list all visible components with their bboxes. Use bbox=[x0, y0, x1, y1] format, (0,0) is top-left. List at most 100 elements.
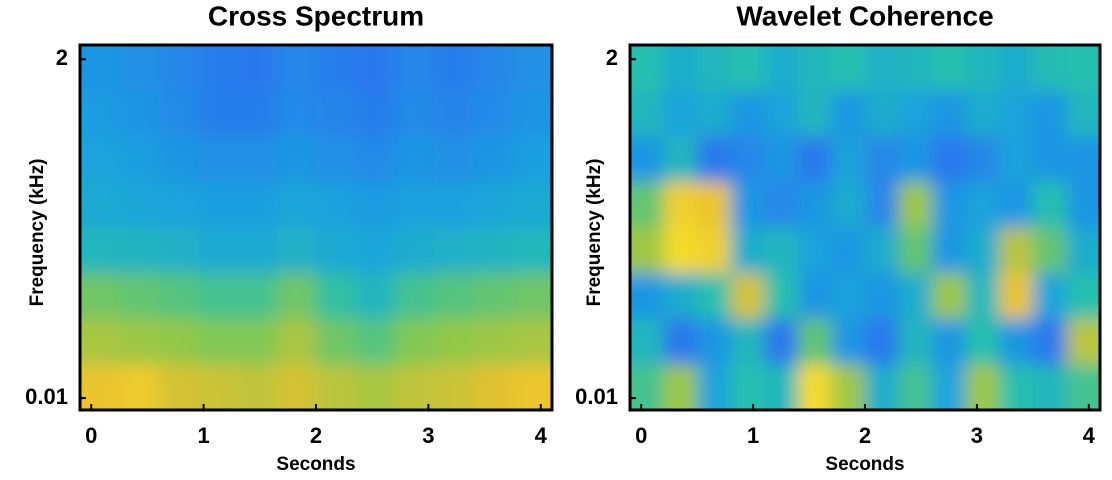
x-axis-label: Seconds bbox=[825, 454, 904, 475]
heatmap-cell bbox=[355, 227, 396, 275]
heatmap-cell bbox=[999, 273, 1034, 320]
y-axis-label: Frequency (kHz) bbox=[584, 159, 605, 307]
heatmap-cell bbox=[1032, 45, 1068, 92]
heatmap-cell bbox=[730, 364, 766, 410]
heatmap-cell bbox=[764, 227, 799, 275]
heatmap-cell bbox=[80, 318, 121, 366]
heatmap-cell bbox=[237, 45, 278, 92]
heatmap-cell bbox=[730, 136, 766, 183]
heatmap-cell bbox=[198, 273, 239, 320]
heatmap-cell bbox=[697, 90, 732, 138]
heatmap-cell bbox=[119, 273, 160, 320]
heatmap-cell bbox=[355, 273, 396, 320]
x-tick-label: 0 bbox=[85, 423, 97, 448]
heatmap-cell bbox=[119, 364, 160, 410]
heatmap-cell bbox=[663, 273, 699, 320]
heatmap-cell bbox=[198, 318, 239, 366]
heatmap-cell bbox=[158, 318, 199, 366]
heatmap-cell bbox=[797, 136, 833, 183]
heatmap-cell bbox=[119, 318, 160, 366]
heatmap-cell bbox=[965, 136, 1001, 183]
heatmap-cell bbox=[764, 364, 799, 410]
heatmap-cell bbox=[932, 90, 967, 138]
heatmap-cell bbox=[1032, 273, 1068, 320]
y-tick-label: 2 bbox=[606, 45, 618, 70]
heatmap-cell bbox=[898, 364, 934, 410]
heatmap-cell bbox=[198, 90, 239, 138]
heatmap-cell bbox=[434, 364, 475, 410]
heatmap-cell bbox=[316, 136, 357, 183]
heatmap-cell bbox=[865, 136, 900, 183]
heatmap-cell bbox=[831, 181, 866, 229]
heatmap-cell bbox=[965, 318, 1001, 366]
heatmap-cell bbox=[1066, 181, 1100, 229]
heatmap-cell bbox=[797, 273, 833, 320]
heatmap-cell bbox=[831, 318, 866, 366]
heatmap-cell bbox=[999, 90, 1034, 138]
heatmap-cell bbox=[276, 181, 317, 229]
heatmap-cell bbox=[276, 90, 317, 138]
heatmap-cell bbox=[764, 90, 799, 138]
heatmap-cell bbox=[316, 227, 357, 275]
heatmap-cell bbox=[932, 318, 967, 366]
heatmap-cell bbox=[932, 227, 967, 275]
y-tick-label: 0.01 bbox=[25, 384, 68, 409]
heatmap-cell bbox=[865, 45, 900, 92]
heatmap-cell bbox=[630, 45, 665, 92]
heatmap-cell bbox=[797, 227, 833, 275]
heatmap-cell bbox=[158, 364, 199, 410]
heatmap-cell bbox=[158, 227, 199, 275]
heatmap-cell bbox=[158, 273, 199, 320]
heatmap-cell bbox=[898, 45, 934, 92]
heatmap-cell bbox=[831, 136, 866, 183]
heatmap-cell bbox=[434, 318, 475, 366]
x-tick-label: 4 bbox=[535, 423, 548, 448]
heatmap-cell bbox=[999, 45, 1034, 92]
heatmap-cell bbox=[697, 45, 732, 92]
heatmap-cell bbox=[512, 90, 552, 138]
heatmap-cell bbox=[473, 318, 514, 366]
heatmap-cell bbox=[237, 364, 278, 410]
heatmap-cell bbox=[198, 136, 239, 183]
heatmap-cell bbox=[512, 181, 552, 229]
heatmap-cell bbox=[158, 181, 199, 229]
heatmap-cell bbox=[730, 227, 766, 275]
heatmap-cell bbox=[697, 181, 732, 229]
heatmap-cell bbox=[276, 45, 317, 92]
x-tick-label: 2 bbox=[859, 423, 871, 448]
heatmap-cell bbox=[999, 364, 1034, 410]
heatmap-cell bbox=[473, 364, 514, 410]
heatmap-cell bbox=[932, 45, 967, 92]
heatmap-cell bbox=[999, 136, 1034, 183]
heatmap-cell bbox=[630, 136, 665, 183]
heatmap-cell bbox=[512, 364, 552, 410]
x-tick-label: 1 bbox=[197, 423, 209, 448]
heatmap-cell bbox=[630, 273, 665, 320]
heatmap-cell bbox=[764, 136, 799, 183]
heatmap-cell bbox=[276, 318, 317, 366]
heatmap-cell bbox=[119, 227, 160, 275]
heatmap-cell bbox=[932, 181, 967, 229]
heatmap-cell bbox=[630, 90, 665, 138]
heatmap-cell bbox=[898, 318, 934, 366]
heatmap-cell bbox=[276, 136, 317, 183]
heatmap-cell bbox=[965, 273, 1001, 320]
heatmap-cell bbox=[663, 364, 699, 410]
heatmap-cell bbox=[473, 273, 514, 320]
heatmap-cell bbox=[1066, 318, 1100, 366]
heatmap-cell bbox=[394, 364, 435, 410]
heatmap-cell bbox=[898, 227, 934, 275]
x-tick-label: 2 bbox=[310, 423, 322, 448]
heatmap-cell bbox=[394, 181, 435, 229]
heatmap-cell bbox=[630, 181, 665, 229]
heatmap-cell bbox=[394, 136, 435, 183]
heatmap-cell bbox=[730, 318, 766, 366]
heatmap-cell bbox=[198, 45, 239, 92]
heatmap-cell bbox=[158, 45, 199, 92]
heatmap-cell bbox=[663, 136, 699, 183]
heatmap-cell bbox=[697, 318, 732, 366]
heatmap-cell bbox=[237, 90, 278, 138]
heatmap-cell bbox=[965, 364, 1001, 410]
heatmap-cell bbox=[1032, 318, 1068, 366]
heatmap-cell bbox=[276, 273, 317, 320]
